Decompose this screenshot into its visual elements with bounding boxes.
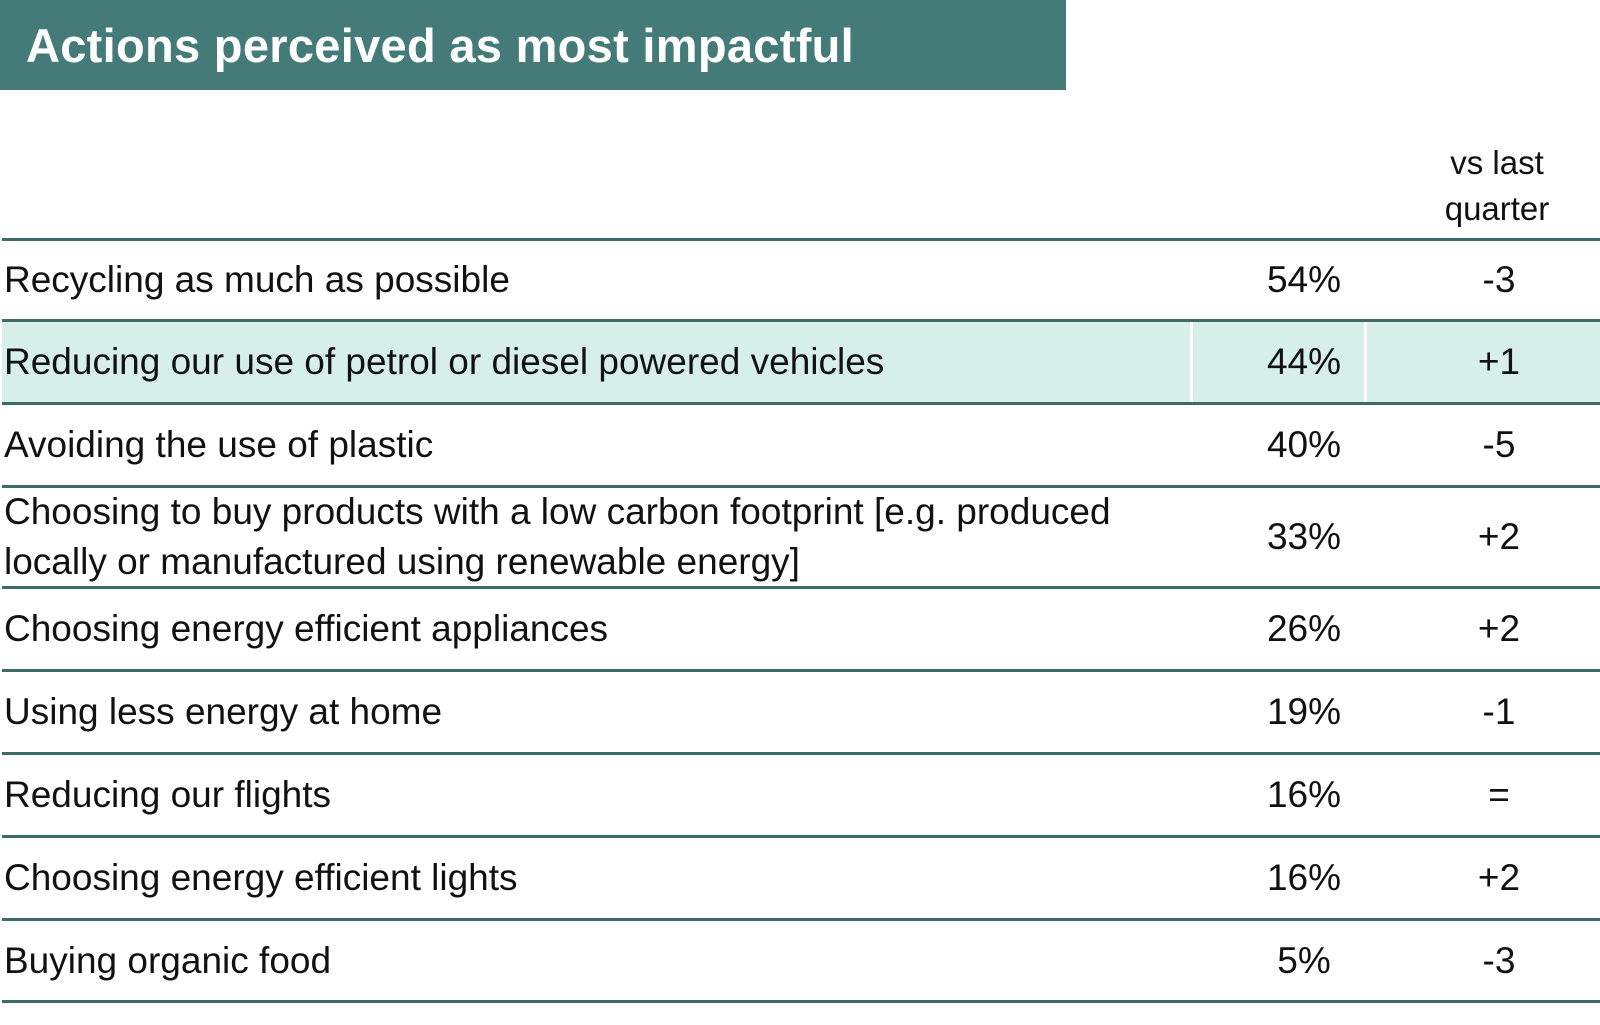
row-percentage: 5% xyxy=(1277,939,1331,981)
page-title: Actions perceived as most impactful xyxy=(26,18,855,72)
change-column-header: vs last quarter xyxy=(1392,140,1600,232)
row-divider xyxy=(2,918,1600,921)
title-banner: Actions perceived as most impactful xyxy=(0,0,1066,90)
row-label: Using less energy at home xyxy=(4,691,443,732)
row-change: +2 xyxy=(1477,608,1521,649)
change-column-header-line1: vs last xyxy=(1450,144,1544,181)
row-label: Choosing to buy products with a low carb… xyxy=(4,491,1111,582)
row-label: Choosing energy efficient appliances xyxy=(4,608,609,649)
row-change: +1 xyxy=(1477,341,1521,382)
table-top-rule xyxy=(2,238,1600,241)
row-label: Reducing our use of petrol or diesel pow… xyxy=(4,341,885,382)
row-label: Avoiding the use of plastic xyxy=(4,424,434,465)
row-percentage: 16% xyxy=(1266,774,1342,815)
table-row: Choosing energy efficient appliances 26% +… xyxy=(2,589,1600,669)
table-row: Choosing to buy products with a low carb… xyxy=(2,488,1600,586)
table-row: Avoiding the use of plastic 40% -5 xyxy=(2,405,1600,485)
row-change: -3 xyxy=(1482,939,1516,981)
row-label: Choosing energy efficient lights xyxy=(4,857,518,898)
row-divider xyxy=(2,1000,1600,1003)
row-label: Reducing our flights xyxy=(4,774,332,815)
row-change: +2 xyxy=(1477,857,1521,898)
table-row: Recycling as much as possible 54% -3 xyxy=(2,241,1600,319)
row-change: -5 xyxy=(1482,424,1516,465)
row-divider xyxy=(2,402,1600,405)
row-change: -1 xyxy=(1482,691,1516,732)
row-percentage: 40% xyxy=(1266,424,1342,465)
row-percentage: 54% xyxy=(1266,259,1342,300)
row-change: = xyxy=(1488,774,1510,815)
table-row: Buying organic food 5% -3 xyxy=(2,921,1600,1000)
row-percentage: 16% xyxy=(1266,857,1342,898)
row-percentage: 33% xyxy=(1266,516,1342,557)
row-divider xyxy=(2,319,1600,322)
row-divider xyxy=(2,669,1600,672)
table-row: Reducing our use of petrol or diesel pow… xyxy=(2,322,1600,402)
row-divider xyxy=(2,835,1600,838)
table-row: Reducing our flights 16% = xyxy=(2,755,1600,835)
table-row: Using less energy at home 19% -1 xyxy=(2,672,1600,752)
row-label: Buying organic food xyxy=(4,939,332,981)
row-divider xyxy=(2,485,1600,488)
row-divider xyxy=(2,752,1600,755)
row-label: Recycling as much as possible xyxy=(4,259,510,300)
row-percentage: 19% xyxy=(1266,691,1342,732)
column-separator xyxy=(1190,322,1193,402)
row-percentage: 26% xyxy=(1266,608,1342,649)
row-divider xyxy=(2,586,1600,589)
row-change: +2 xyxy=(1477,516,1521,557)
column-separator xyxy=(1364,322,1367,402)
row-change: -3 xyxy=(1482,259,1516,300)
change-column-header-line2: quarter xyxy=(1444,190,1550,227)
row-percentage: 44% xyxy=(1266,341,1342,382)
table-row: Choosing energy efficient lights 16% +2 xyxy=(2,838,1600,918)
